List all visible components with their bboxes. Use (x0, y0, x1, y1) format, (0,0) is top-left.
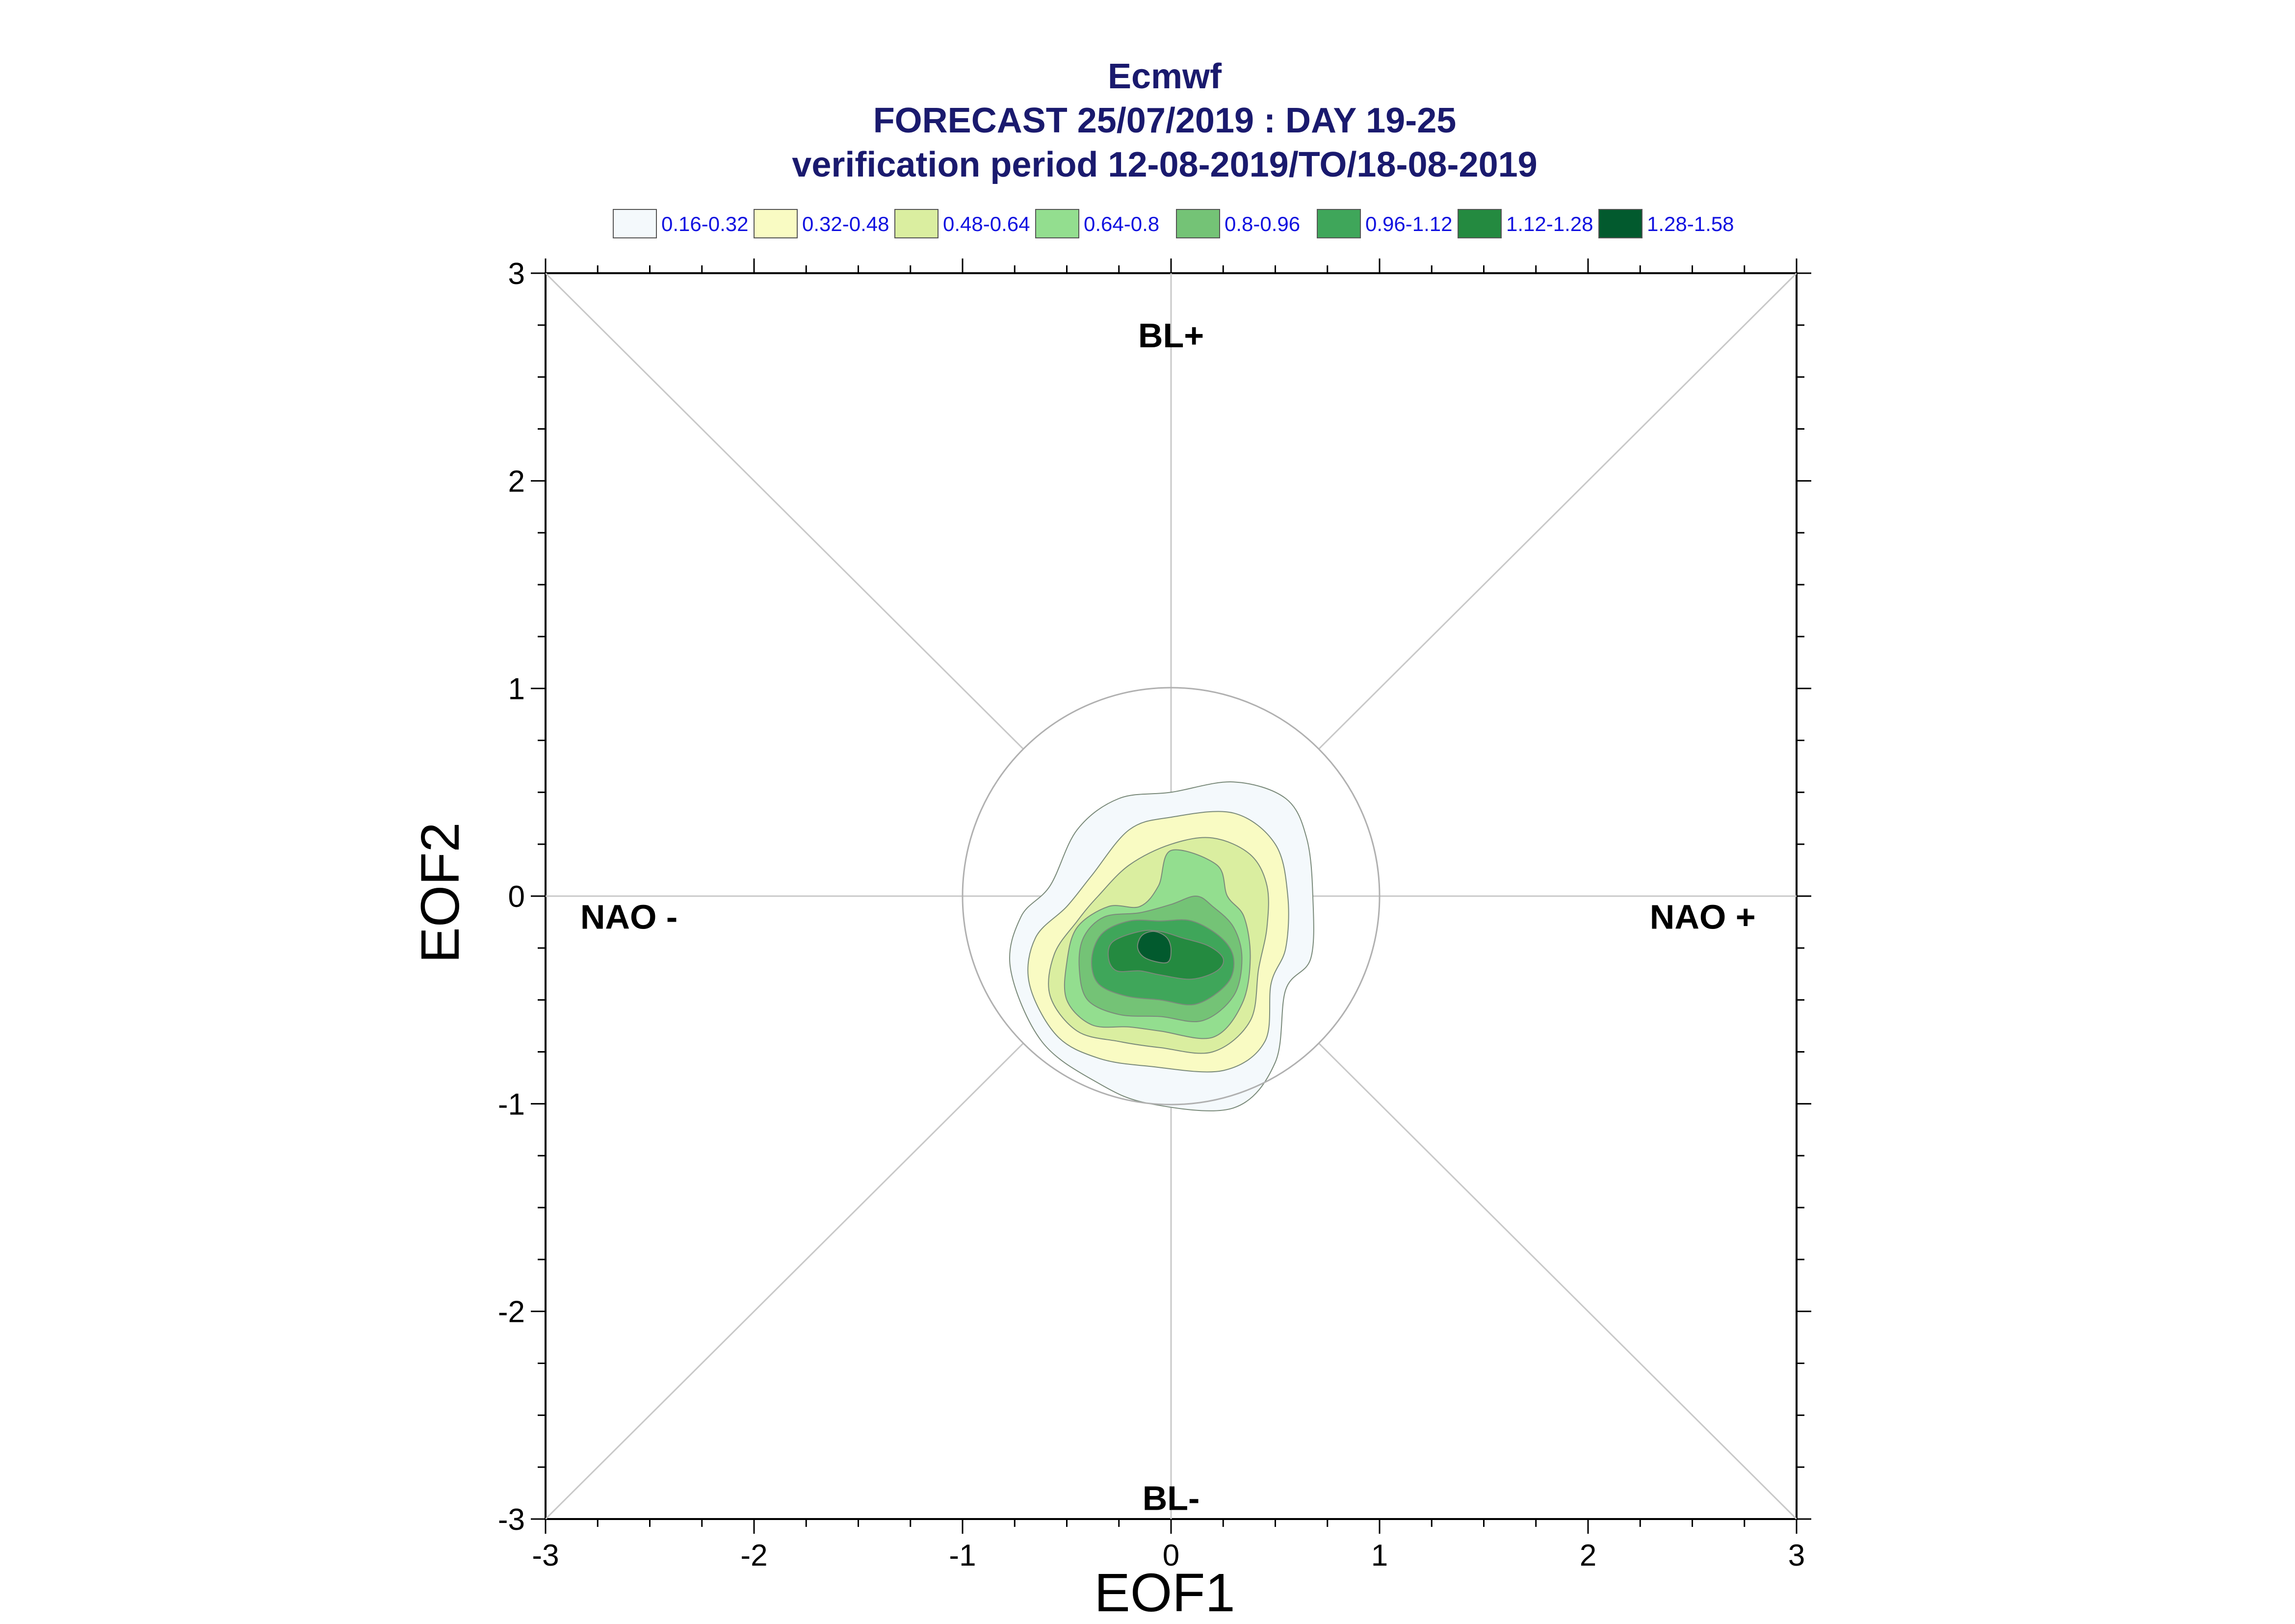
reference-circle (962, 687, 1381, 1106)
regime-label: BL+ (1138, 316, 1204, 355)
guide-diagonal-se (1318, 1042, 1798, 1520)
title-line-3: verification period 12-08-2019/TO/18-08-… (792, 145, 1537, 184)
reference-circle-group (962, 687, 1381, 1106)
legend-swatch (754, 209, 798, 238)
density-contours (1009, 781, 1314, 1111)
regime-label: NAO + (1650, 898, 1756, 936)
x-tick-label: -1 (949, 1539, 976, 1572)
regime-label: BL- (1143, 1479, 1200, 1518)
regime-label: NAO - (580, 898, 678, 936)
guide-diagonal-ne (1318, 272, 1798, 750)
x-tick-label: -3 (532, 1539, 559, 1572)
y-tick-label: 3 (508, 257, 525, 291)
legend-label: 0.96-1.12 (1365, 212, 1452, 235)
legend-label: 0.32-0.48 (802, 212, 889, 235)
legend-label: 1.28-1.58 (1647, 212, 1734, 235)
contour-level-8 (1137, 930, 1172, 964)
legend-swatch (1458, 209, 1502, 238)
legend-swatch (1317, 209, 1361, 238)
legend-label: 0.16-0.32 (661, 212, 748, 235)
title-line-2: FORECAST 25/07/2019 : DAY 19-25 (873, 101, 1457, 140)
x-tick-label: 3 (1788, 1539, 1805, 1572)
legend-label: 1.12-1.28 (1506, 212, 1593, 235)
guide-lines (545, 272, 1798, 1520)
x-tick-label: 1 (1371, 1539, 1388, 1572)
legend-label: 0.8-0.96 (1225, 212, 1300, 235)
legend-swatch (1035, 209, 1079, 238)
y-tick-label: -3 (498, 1503, 525, 1537)
guide-diagonal-sw (545, 1042, 1024, 1520)
legend-swatch (1598, 209, 1643, 238)
legend-swatch (1176, 209, 1220, 238)
x-tick-label: 0 (1163, 1539, 1179, 1572)
y-tick-label: 2 (508, 464, 525, 498)
legend-label: 0.64-0.8 (1084, 212, 1159, 235)
y-tick-label: -2 (498, 1295, 525, 1329)
axis-ticks (531, 258, 1811, 1534)
y-tick-label: -1 (498, 1087, 525, 1121)
guide-diagonal-nw (545, 272, 1024, 750)
y-tick-label: 1 (508, 672, 525, 706)
x-tick-label: -2 (740, 1539, 767, 1572)
legend: 0.16-0.32 0.32-0.48 0.48-0.64 0.64-0.8 0.8-0… (613, 209, 1734, 238)
legend-label: 0.48-0.64 (943, 212, 1030, 235)
plot-area: -3 -2 -1 0 1 2 3 -3 -2 -1 0 1 2 3 BL+ BL- NAO - NAO + (498, 257, 1811, 1572)
x-tick-label: 2 (1580, 1539, 1596, 1572)
legend-swatch (894, 209, 939, 238)
chart-title: Ecmwf FORECAST 25/07/2019 : DAY 19-25 ve… (792, 57, 1537, 184)
y-tick-label: 0 (508, 880, 525, 914)
tick-labels: -3 -2 -1 0 1 2 3 -3 -2 -1 0 1 2 3 (498, 257, 1805, 1572)
title-line-1: Ecmwf (1108, 57, 1222, 96)
regime-labels: BL+ BL- NAO - NAO + (580, 316, 1756, 1518)
y-axis-label: EOF2 (410, 822, 470, 963)
x-axis-label: EOF1 (1094, 1563, 1235, 1623)
legend-swatch (613, 209, 657, 238)
